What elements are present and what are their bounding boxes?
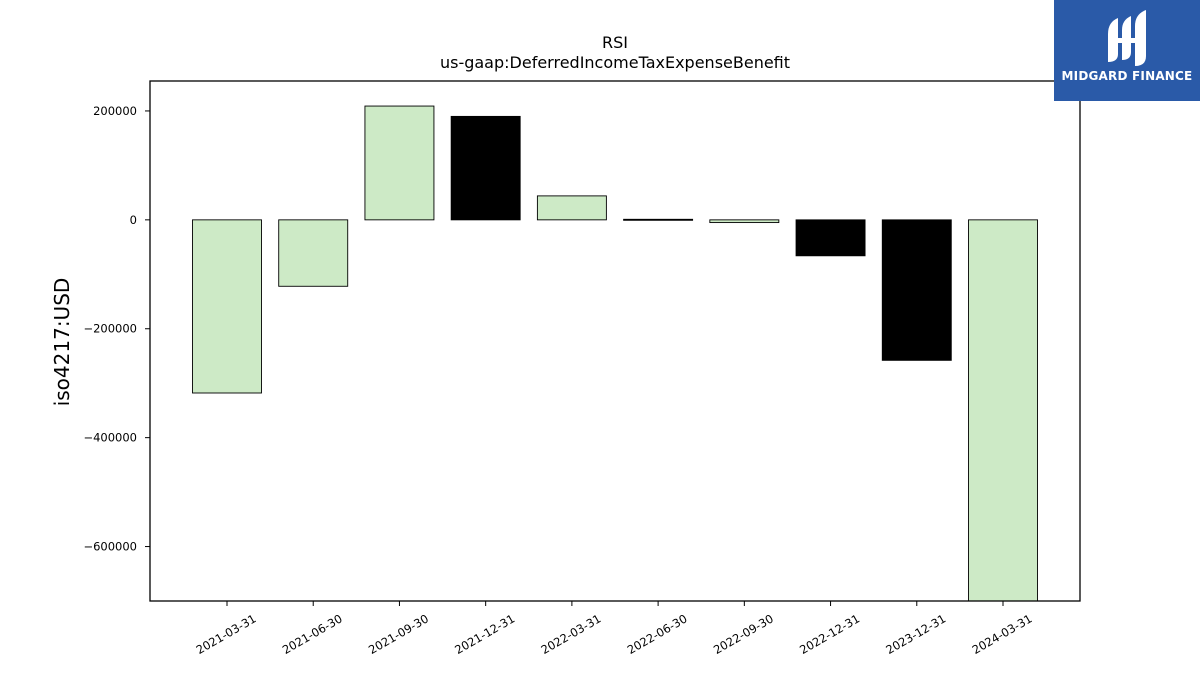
y-axis-label: iso4217:USD <box>50 278 74 407</box>
bar-2021-09-30 <box>364 105 435 221</box>
x-tick-label: 2022-03-31 <box>539 611 604 657</box>
y-tick-label: 200000 <box>93 104 137 118</box>
bar-2024-03-31 <box>968 219 1038 602</box>
x-tick-label: 2023-12-31 <box>883 611 948 657</box>
x-tick-label: 2024-03-31 <box>970 611 1035 657</box>
chart-title: RSI <box>602 33 628 52</box>
bars-group <box>192 105 1038 602</box>
x-tick-label: 2021-06-30 <box>280 611 345 657</box>
bar-2023-12-31 <box>881 219 952 361</box>
plot-frame <box>149 80 1081 602</box>
bar-2021-12-31 <box>450 115 521 221</box>
x-tick-label: 2022-09-30 <box>711 611 776 657</box>
x-tick-label: 2022-06-30 <box>625 611 690 657</box>
brand-name: MIDGARD FINANCE <box>1061 69 1193 83</box>
x-tick-label: 2021-12-31 <box>452 611 517 657</box>
bar-2022-09-30 <box>709 219 780 224</box>
bar-2021-03-31 <box>192 219 262 394</box>
bar-2021-06-30 <box>278 219 349 287</box>
y-tick-label: −400000 <box>83 431 137 445</box>
chart-subtitle: us-gaap:DeferredIncomeTaxExpenseBenefit <box>440 53 790 72</box>
bar-2022-12-31 <box>795 219 866 257</box>
midgard-logo-icon <box>1108 10 1146 66</box>
y-tick-label: −600000 <box>83 540 137 554</box>
bar-2022-03-31 <box>536 195 607 221</box>
x-tick-label: 2021-03-31 <box>194 611 259 657</box>
y-tick-label: −200000 <box>83 322 137 336</box>
x-tick-label: 2022-12-31 <box>797 611 862 657</box>
x-axis: 2021-03-31 2021-06-30 2021-09-30 2021-12-31… <box>194 601 1035 657</box>
brand-logo: MIDGARD FINANCE <box>1054 0 1200 101</box>
bar-2022-06-30 <box>623 218 694 221</box>
y-tick-label: 0 <box>130 213 137 227</box>
y-axis: 200000 0 −200000 −400000 −600000 <box>83 104 150 554</box>
x-tick-label: 2021-09-30 <box>366 611 431 657</box>
